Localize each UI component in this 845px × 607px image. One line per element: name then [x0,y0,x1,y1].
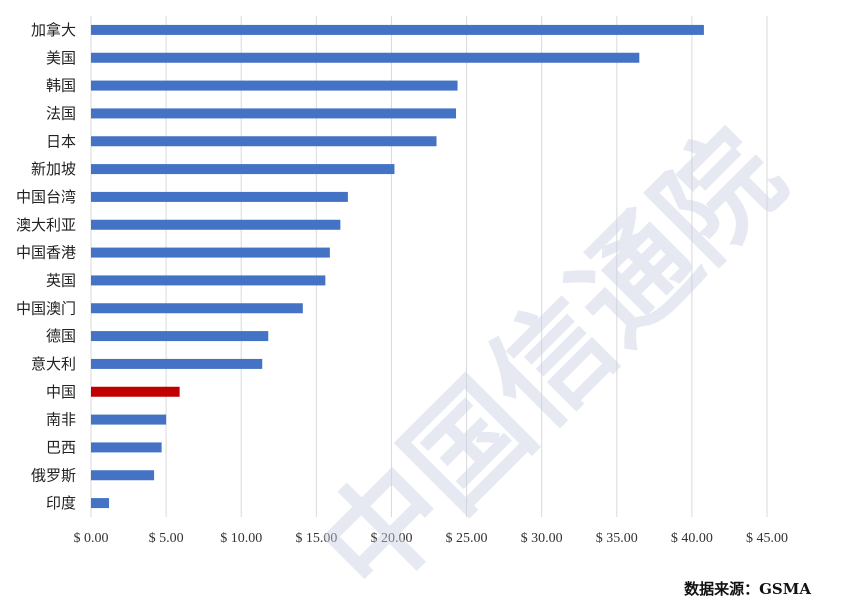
gridlines [90,16,768,517]
bar [91,80,458,91]
x-tick-label: $ 40.00 [671,531,713,546]
source-note: 数据来源：GSMA [684,580,811,598]
x-tick-label: $ 35.00 [596,531,638,546]
x-tick-label: $ 30.00 [521,531,563,546]
bar [91,108,457,119]
bar [91,414,167,425]
category-label: 澳大利亚 [16,216,76,234]
x-tick-label: $ 15.00 [295,531,337,546]
category-label: 新加坡 [31,160,76,178]
category-label: 韩国 [46,77,76,95]
bar [91,24,704,35]
x-tick-labels: $ 0.00 $ 5.00 $ 10.00 $ 15.00 $ 20.00 $ 25.00… [74,531,789,546]
bars [91,24,704,509]
x-tick-label: $ 0.00 [74,531,109,546]
x-tick-label: $ 20.00 [370,531,412,546]
category-label: 中国澳门 [16,299,76,317]
category-label: 美国 [46,49,76,67]
bar [91,136,437,147]
bar [91,164,395,175]
bar [91,52,640,63]
category-label: 英国 [46,271,76,289]
bar [91,191,348,202]
bar [91,358,263,369]
bar [91,470,155,481]
category-label: 巴西 [46,438,76,456]
category-label: 德国 [46,327,76,345]
x-tick-label: $ 45.00 [746,531,788,546]
bar [91,386,180,397]
bar [91,275,326,286]
x-tick-label: $ 25.00 [446,531,488,546]
x-tick-label: $ 10.00 [220,531,262,546]
bar [91,331,269,342]
category-label: 中国 [46,383,76,401]
bar [91,498,110,509]
category-labels: 加拿大美国韩国法国日本新加坡中国台湾澳大利亚中国香港英国中国澳门德国意大利中国南… [16,21,76,512]
bar [91,247,330,258]
category-label: 俄罗斯 [31,466,76,484]
category-label: 意大利 [31,355,76,373]
bar [91,303,303,314]
category-label: 加拿大 [31,21,76,39]
category-label: 南非 [46,411,76,429]
category-label: 印度 [46,494,76,512]
category-label: 中国台湾 [16,188,76,206]
category-label: 中国香港 [16,244,76,262]
category-label: 日本 [46,132,76,150]
bar [91,442,162,453]
x-tick-label: $ 5.00 [149,531,184,546]
bar [91,219,341,230]
category-label: 法国 [46,104,76,122]
